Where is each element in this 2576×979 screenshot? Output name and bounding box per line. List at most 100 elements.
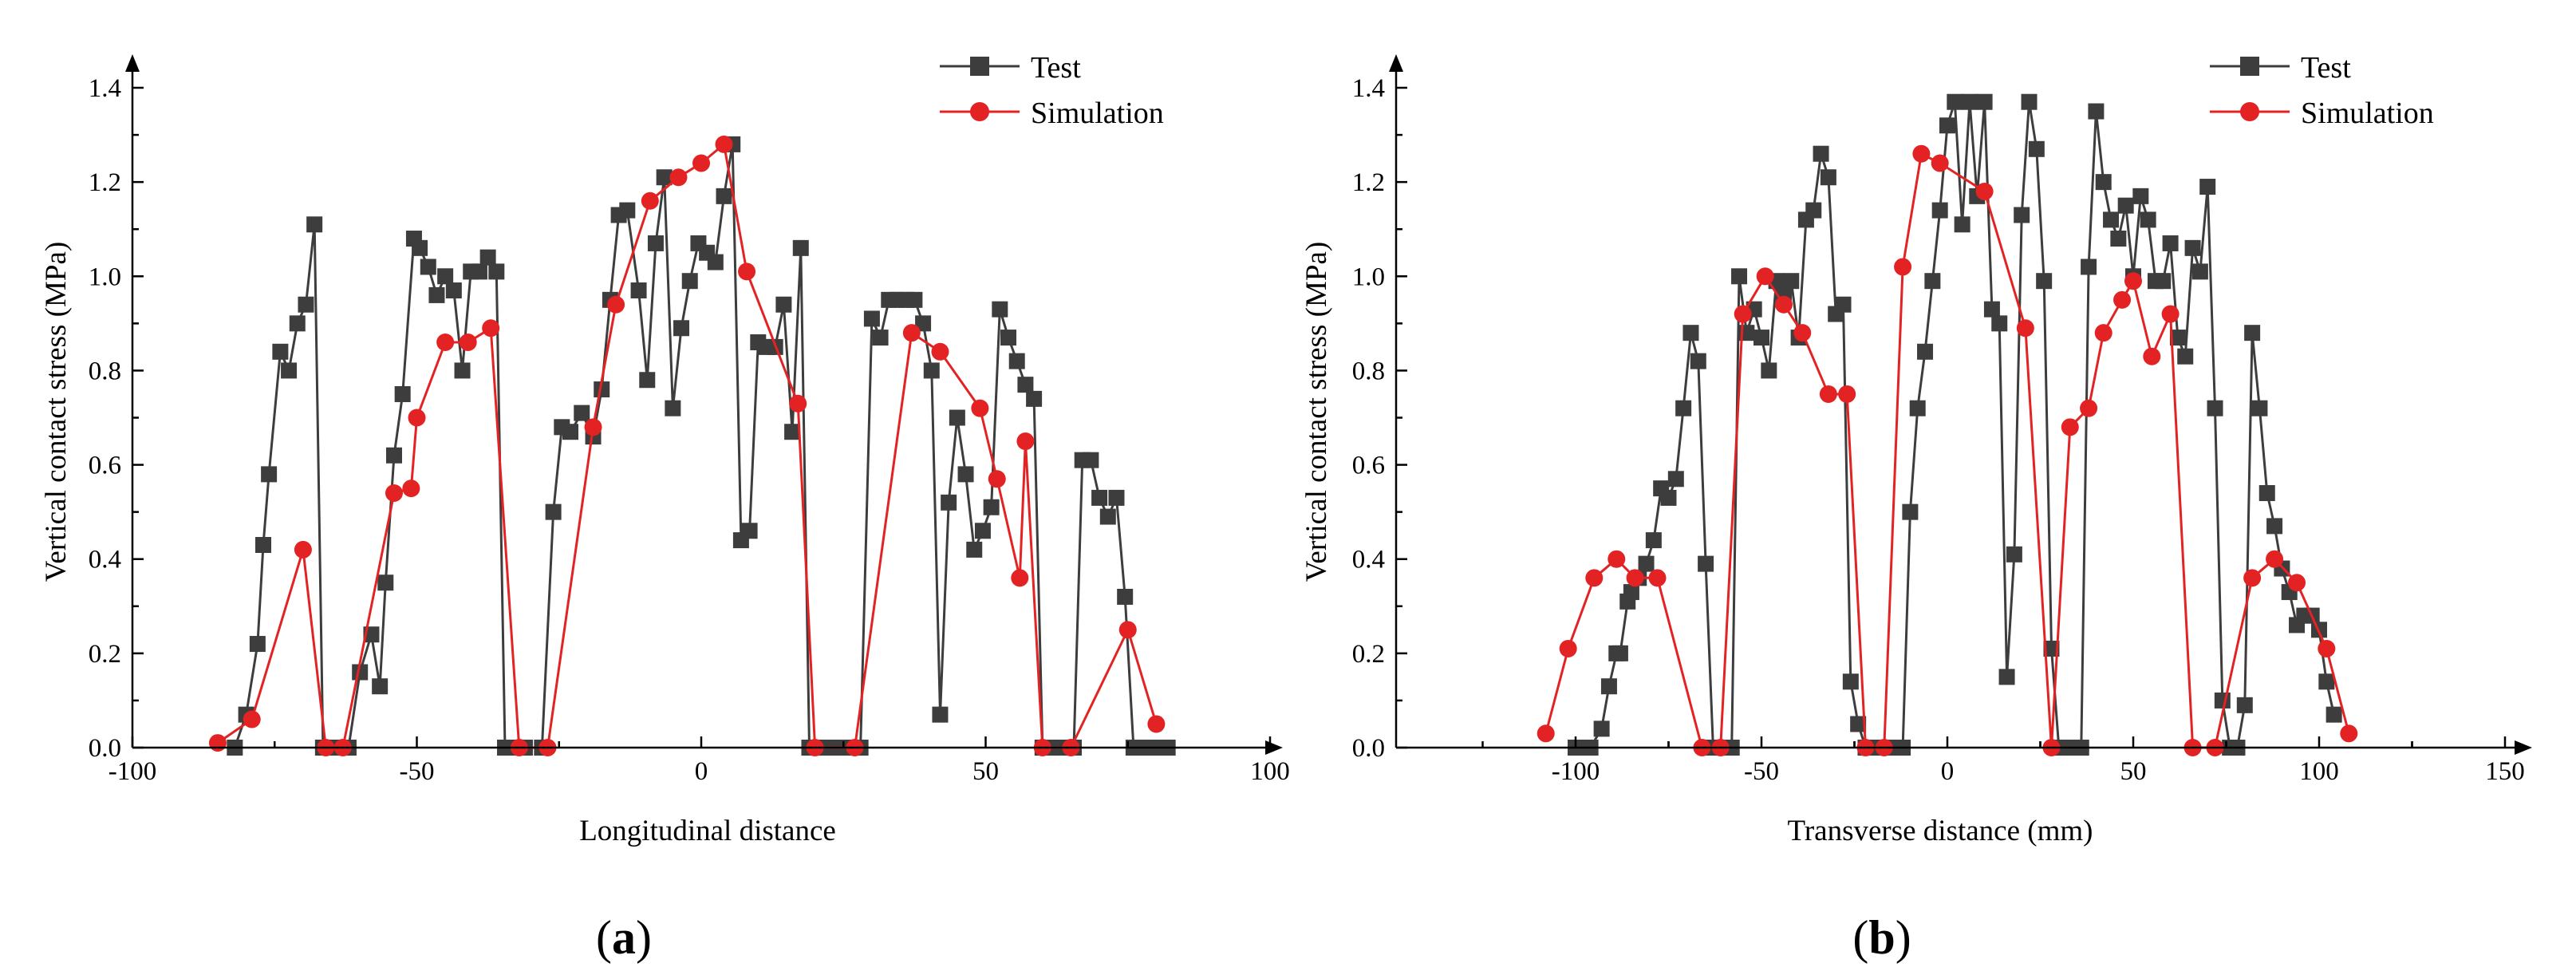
panel-b-simulation-point bbox=[1931, 154, 1949, 172]
panel-a-test-point bbox=[872, 330, 889, 346]
panel-a-legend: Test Simulation bbox=[940, 51, 1164, 130]
panel-a-simulation-point bbox=[902, 324, 921, 342]
panel-a-y-tick-label: 0.6 bbox=[89, 452, 121, 480]
panel-a-test-point bbox=[619, 202, 636, 219]
panel-b-test-point bbox=[1805, 202, 1822, 219]
panel-b-test-point bbox=[1731, 268, 1748, 285]
panel-a-test-point bbox=[1008, 353, 1025, 369]
panel-a-test-point bbox=[372, 678, 389, 695]
panel-a-test-point bbox=[394, 385, 411, 402]
panel-a-y-tick-label: 0.0 bbox=[89, 734, 121, 763]
panel-a-legend-sim-label: Simulation bbox=[1031, 97, 1164, 130]
panel-a-test-point bbox=[298, 296, 314, 313]
panel-b-test-point bbox=[2140, 211, 2156, 228]
panel-b-test-point bbox=[2177, 348, 2194, 365]
panel-b-simulation-point bbox=[1648, 569, 1667, 587]
panel-b-x-axis-title: Transverse distance (mm) bbox=[1788, 815, 2093, 847]
panel-a-simulation-point bbox=[641, 191, 659, 210]
panel-a-test-point bbox=[941, 494, 957, 511]
panel-b-test-point bbox=[1611, 645, 1628, 661]
panel-b-test-point bbox=[2155, 273, 2172, 290]
panel-b-simulation-point bbox=[2094, 324, 2112, 342]
panel-a-test-point bbox=[932, 706, 949, 723]
panel-a-simulation-point bbox=[1011, 569, 1029, 587]
panel-a-test-point bbox=[306, 216, 323, 233]
panel-b-test-point bbox=[1593, 720, 1610, 737]
panel-a-simulation-point bbox=[1118, 621, 1137, 639]
panel-b-y-tick-label: 0.6 bbox=[1352, 452, 1385, 480]
panel-b-simulation-point bbox=[2340, 724, 2358, 743]
panel-a-label: (a) bbox=[596, 911, 652, 964]
panel-a-test-point bbox=[352, 664, 369, 681]
panel-a-x-tick-label: -50 bbox=[400, 757, 435, 786]
panel-a-y-tick-label: 1.4 bbox=[89, 74, 121, 103]
panel-a-test-point bbox=[741, 523, 758, 539]
panel-b-test-point bbox=[1813, 145, 1829, 162]
panel-b-simulation-point bbox=[1894, 258, 1912, 276]
panel-b-simulation-point bbox=[1585, 569, 1604, 587]
panel-a-simulation-point bbox=[738, 263, 756, 281]
panel-b-test-point bbox=[1690, 353, 1706, 369]
panel-b-test-point bbox=[2117, 197, 2134, 214]
panel-b-y-axis-arrow bbox=[1389, 54, 1403, 72]
panel-b-chart: 0.0 0.2 0.4 0.6 0.8 1.0 1.2 1.4 -100 -50 0 50 100 150… bbox=[1300, 51, 2532, 964]
panel-a-test-point bbox=[254, 536, 271, 553]
panel-b-x-tick-label: 100 bbox=[2299, 757, 2339, 786]
panel-a-test-point bbox=[656, 169, 673, 186]
panel-b-simulation-point bbox=[2080, 399, 2098, 417]
panel-b-test-point bbox=[2184, 239, 2201, 256]
panel-b-simulation-point bbox=[1819, 385, 1837, 403]
panel-a-test-point bbox=[488, 263, 505, 280]
panel-a-simulation-point bbox=[607, 295, 625, 314]
panel-a-test-point bbox=[681, 273, 698, 290]
panel-a-legend-sim-marker bbox=[970, 102, 989, 121]
panel-a-test-point bbox=[385, 447, 402, 464]
panel-b-test-point bbox=[2036, 273, 2053, 290]
panel-b-y-tick-label: 0.2 bbox=[1352, 640, 1385, 669]
panel-b-test-point bbox=[2110, 231, 2127, 247]
panel-a-test-point bbox=[775, 296, 792, 313]
panel-a-test-point bbox=[249, 636, 266, 653]
panel-a-y-tick-label: 0.2 bbox=[89, 640, 121, 669]
panel-b-simulation-point bbox=[2113, 290, 2132, 309]
panel-b-y-tick-label: 1.0 bbox=[1352, 263, 1385, 291]
panel-a-x-tick-label: 100 bbox=[1250, 757, 1290, 786]
panel-b-x-tick-label: -50 bbox=[1744, 757, 1779, 786]
panel-b-simulation-point bbox=[1838, 385, 1856, 403]
panel-a-simulation-point bbox=[436, 333, 455, 351]
panel-a-x-tick-label: 50 bbox=[972, 757, 999, 786]
panel-a-test-point bbox=[1017, 377, 1034, 393]
panel-b-test-point bbox=[2014, 207, 2030, 223]
panel-a-test-point bbox=[420, 259, 436, 275]
panel-a-simulation-point bbox=[1016, 432, 1035, 451]
panel-a-test-point bbox=[630, 282, 647, 299]
panel-b-test-point bbox=[2258, 485, 2275, 502]
panel-a-test-point bbox=[1026, 390, 1043, 407]
panel-a-test-point bbox=[445, 282, 462, 299]
panel-b-test-point bbox=[2214, 692, 2231, 709]
panel-a-test-point bbox=[289, 315, 306, 332]
panel-a-plot bbox=[208, 135, 1176, 756]
panel-a-test-point bbox=[673, 320, 690, 337]
panel-b-y-tick-label: 0.0 bbox=[1352, 734, 1385, 763]
panel-b-test-point bbox=[2169, 330, 2186, 346]
panel-b-test-point bbox=[2162, 235, 2179, 251]
panel-b-y-axis-title: Vertical contact stress (MPa) bbox=[1300, 242, 1333, 582]
panel-b-test-point bbox=[1842, 673, 1859, 690]
panel-a-x-tick-label: 0 bbox=[695, 757, 708, 786]
panel-a-test-point bbox=[906, 291, 923, 308]
panel-b-test-point bbox=[1698, 555, 1714, 572]
panel-b-test-point bbox=[2236, 697, 2253, 713]
panel-b-test-point bbox=[1924, 273, 1941, 290]
panel-b-simulation-point bbox=[2243, 569, 2262, 587]
panel-b-test-point bbox=[2318, 673, 2335, 690]
panel-a-simulation-point bbox=[408, 409, 426, 427]
panel-b-test-point bbox=[1983, 301, 2000, 318]
panel-a-test-point bbox=[1099, 508, 1116, 525]
panel-a-simulation-point bbox=[669, 168, 688, 187]
panel-b-simulation-point bbox=[1626, 569, 1644, 587]
panel-a-test-point bbox=[966, 541, 983, 558]
panel-b-test-point bbox=[1835, 296, 1852, 313]
panel-b-test-point bbox=[1909, 400, 1926, 416]
panel-a-simulation-point bbox=[208, 734, 227, 752]
